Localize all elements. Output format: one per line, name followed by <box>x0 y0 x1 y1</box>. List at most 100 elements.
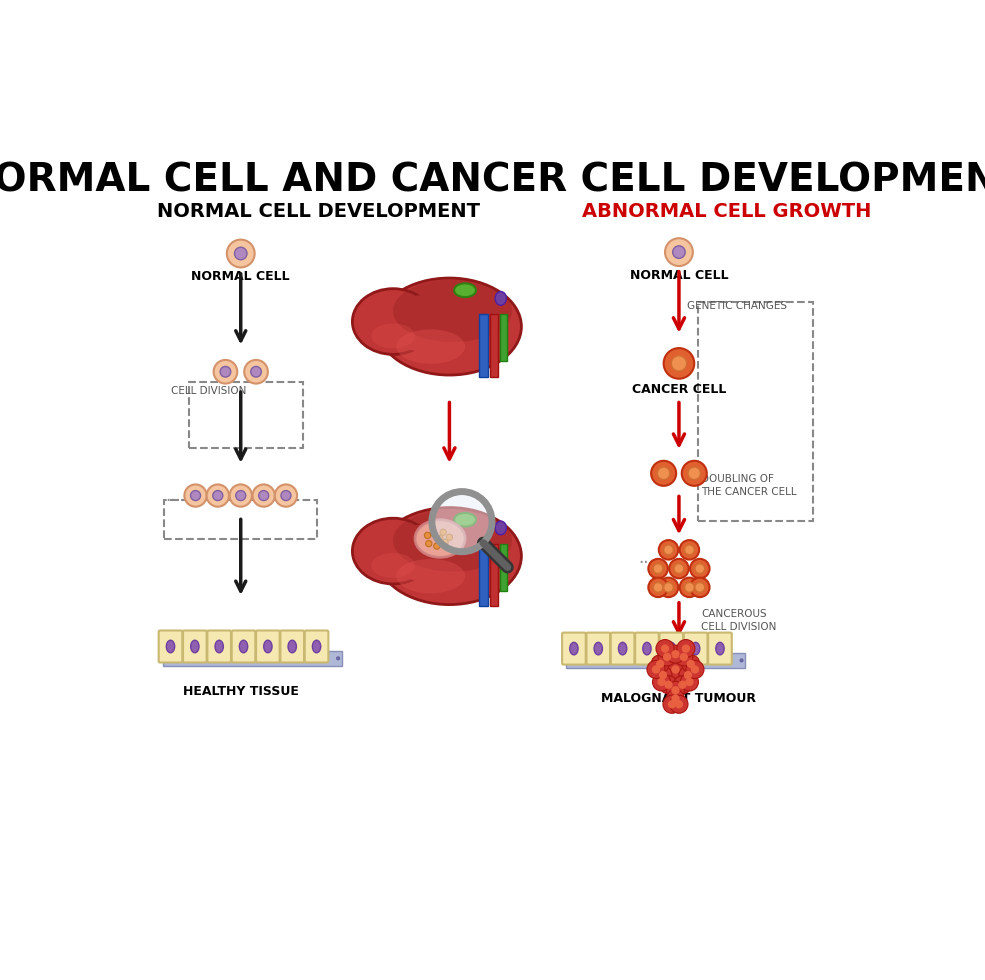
Circle shape <box>695 564 704 573</box>
Circle shape <box>682 461 707 486</box>
Bar <box>480 314 489 376</box>
FancyBboxPatch shape <box>208 630 231 662</box>
Ellipse shape <box>288 640 296 653</box>
Circle shape <box>667 645 685 663</box>
Circle shape <box>648 559 668 578</box>
Ellipse shape <box>390 295 452 352</box>
Bar <box>566 653 745 668</box>
Circle shape <box>667 690 685 708</box>
Circle shape <box>213 491 223 501</box>
Ellipse shape <box>667 642 676 655</box>
Circle shape <box>569 659 573 662</box>
Bar <box>698 302 814 521</box>
Circle shape <box>430 530 437 537</box>
Circle shape <box>695 582 704 592</box>
Circle shape <box>673 246 686 259</box>
Ellipse shape <box>643 642 651 655</box>
Circle shape <box>652 665 660 673</box>
Ellipse shape <box>239 640 247 653</box>
Circle shape <box>238 657 243 661</box>
Circle shape <box>680 577 699 597</box>
FancyBboxPatch shape <box>256 630 280 662</box>
Circle shape <box>263 657 267 661</box>
Circle shape <box>685 545 694 555</box>
FancyBboxPatch shape <box>708 632 732 664</box>
Ellipse shape <box>691 642 699 655</box>
Circle shape <box>660 676 678 694</box>
FancyBboxPatch shape <box>611 632 634 664</box>
Ellipse shape <box>454 283 476 297</box>
Circle shape <box>669 559 689 578</box>
Ellipse shape <box>371 553 415 578</box>
Circle shape <box>663 695 681 713</box>
Circle shape <box>670 695 688 713</box>
FancyBboxPatch shape <box>586 632 610 664</box>
Circle shape <box>684 671 692 679</box>
Circle shape <box>668 700 676 709</box>
Circle shape <box>667 661 685 678</box>
Circle shape <box>672 356 687 371</box>
Circle shape <box>659 577 679 597</box>
Text: ...: ... <box>638 549 654 567</box>
Text: GENETIC CHANGES: GENETIC CHANGES <box>688 301 787 311</box>
Circle shape <box>244 360 268 383</box>
Text: NORMAL CELL: NORMAL CELL <box>629 270 728 282</box>
Ellipse shape <box>495 521 506 535</box>
Circle shape <box>652 673 671 691</box>
Circle shape <box>653 582 663 592</box>
Text: NORMAL CELL AND CANCER CELL DEVELOPMENT: NORMAL CELL AND CANCER CELL DEVELOPMENT <box>0 162 985 200</box>
FancyBboxPatch shape <box>281 630 304 662</box>
Circle shape <box>677 640 695 658</box>
Ellipse shape <box>215 640 224 653</box>
FancyBboxPatch shape <box>635 632 659 664</box>
Circle shape <box>184 484 207 507</box>
Circle shape <box>656 660 664 668</box>
Bar <box>188 382 303 448</box>
Circle shape <box>259 491 269 501</box>
Circle shape <box>690 659 695 662</box>
Text: CANCER CELL: CANCER CELL <box>631 382 726 396</box>
Circle shape <box>664 680 673 689</box>
Ellipse shape <box>619 642 626 655</box>
Bar <box>500 544 507 591</box>
Circle shape <box>235 491 245 501</box>
Circle shape <box>686 661 704 678</box>
Circle shape <box>230 484 252 507</box>
Circle shape <box>425 532 430 539</box>
FancyBboxPatch shape <box>304 630 328 662</box>
Circle shape <box>653 564 663 573</box>
FancyBboxPatch shape <box>159 630 182 662</box>
Circle shape <box>336 657 340 661</box>
Circle shape <box>440 529 446 535</box>
FancyBboxPatch shape <box>660 632 684 664</box>
Circle shape <box>657 467 670 479</box>
Ellipse shape <box>393 510 512 571</box>
Circle shape <box>675 700 684 709</box>
Circle shape <box>675 648 692 666</box>
Ellipse shape <box>594 642 603 655</box>
Circle shape <box>657 678 666 686</box>
Ellipse shape <box>390 524 452 581</box>
Circle shape <box>642 659 646 662</box>
Circle shape <box>665 238 692 266</box>
Ellipse shape <box>495 291 506 305</box>
Ellipse shape <box>353 518 433 584</box>
Bar <box>480 544 489 607</box>
Circle shape <box>667 659 671 662</box>
Circle shape <box>682 655 699 673</box>
Circle shape <box>165 657 169 661</box>
Circle shape <box>667 681 685 700</box>
Circle shape <box>648 577 668 597</box>
Circle shape <box>672 695 680 703</box>
Circle shape <box>654 666 672 684</box>
Circle shape <box>651 655 669 673</box>
Circle shape <box>647 661 665 678</box>
Circle shape <box>288 657 292 661</box>
Ellipse shape <box>377 508 521 605</box>
FancyBboxPatch shape <box>562 632 586 664</box>
Ellipse shape <box>396 559 465 593</box>
FancyBboxPatch shape <box>183 630 207 662</box>
Circle shape <box>664 348 694 378</box>
Circle shape <box>618 659 622 662</box>
Circle shape <box>446 534 452 540</box>
